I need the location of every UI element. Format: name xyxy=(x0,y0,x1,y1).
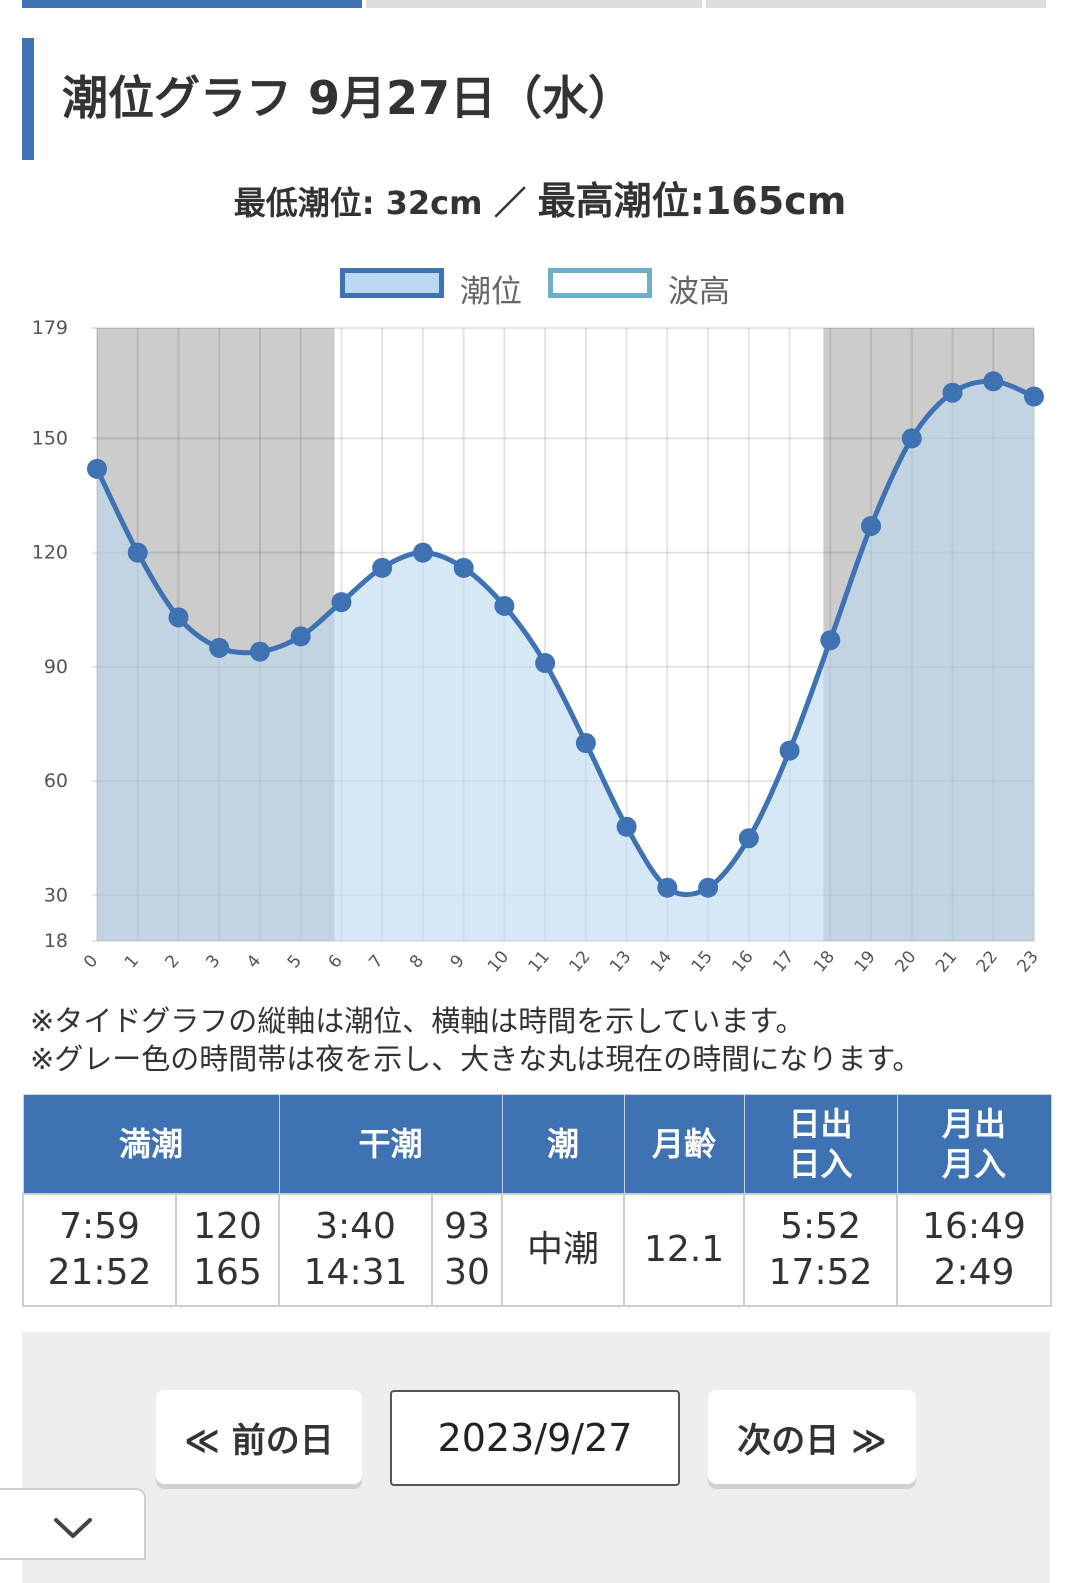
y-axis-labels: 18 30 60 90 120 150 179 xyxy=(32,317,68,952)
x-tick-label: 9 xyxy=(447,951,469,972)
tide-point-2 xyxy=(168,607,189,628)
y-tick-label: 30 xyxy=(44,884,68,906)
tide-point-15 xyxy=(698,877,719,898)
y-tick-label: 90 xyxy=(44,656,68,678)
header-low-tide: 干潮 xyxy=(278,1094,503,1195)
separator: ／ xyxy=(494,184,527,222)
tide-point-9 xyxy=(453,557,474,578)
tide-point-17 xyxy=(779,740,800,761)
x-tick-label: 22 xyxy=(973,947,1002,976)
x-tick-label: 18 xyxy=(810,947,839,976)
x-tick-label: 2 xyxy=(162,951,184,972)
y-tick-label: 120 xyxy=(32,542,68,564)
tide-point-5 xyxy=(290,626,311,647)
x-tick-label: 20 xyxy=(891,947,920,976)
x-tick-label: 5 xyxy=(284,951,306,972)
table-header-row: 満潮 干潮 潮 月齢 日出 日入 月出 月入 xyxy=(22,1094,1052,1195)
moon-age-value: 12.1 xyxy=(623,1193,746,1307)
high-tide-times: 7:59 21:52 xyxy=(22,1193,177,1307)
tide-point-22 xyxy=(983,371,1004,392)
tide-point-8 xyxy=(412,542,433,563)
top-tab-bar xyxy=(22,0,1056,10)
x-tick-label: 0 xyxy=(80,951,102,972)
tide-point-3 xyxy=(209,637,230,658)
x-tick-label: 3 xyxy=(202,951,224,972)
x-tick-label: 1 xyxy=(121,951,143,972)
tide-point-12 xyxy=(575,733,596,754)
x-tick-label: 8 xyxy=(406,951,428,972)
tide-point-11 xyxy=(535,653,556,674)
x-tick-label: 11 xyxy=(525,947,554,976)
tide-point-14 xyxy=(657,877,678,898)
chart-legend: 潮位 波高 xyxy=(0,264,1080,310)
legend-tide-label[interactable]: 潮位 xyxy=(460,274,522,310)
tide-point-4 xyxy=(249,641,270,662)
high-tide-levels: 120 165 xyxy=(174,1193,281,1307)
chart-note-1: ※タイドグラフの縦軸は潮位、横軸は時間を示しています。 xyxy=(30,1004,805,1038)
date-display[interactable]: 2023/9/27 xyxy=(390,1390,680,1486)
chevron-down-icon xyxy=(54,1518,92,1538)
next-day-button[interactable]: 次の日 ≫ xyxy=(708,1390,916,1484)
moon-times: 16:49 2:49 xyxy=(896,1193,1053,1307)
x-tick-label: 13 xyxy=(606,947,635,976)
x-tick-label: 19 xyxy=(851,947,880,976)
x-tick-label: 14 xyxy=(647,947,676,976)
tab-inactive-1[interactable] xyxy=(366,0,702,8)
tide-point-6 xyxy=(331,592,352,613)
tab-inactive-2[interactable] xyxy=(706,0,1046,8)
tide-point-23 xyxy=(1024,386,1044,407)
tab-active-indicator[interactable] xyxy=(22,0,362,8)
y-tick-label: 60 xyxy=(44,770,68,792)
tide-point-16 xyxy=(738,828,759,849)
header-moonrise-moonset: 月出 月入 xyxy=(896,1094,1052,1195)
collapse-toggle-button[interactable] xyxy=(0,1488,146,1560)
low-tide-times: 3:40 14:31 xyxy=(278,1193,434,1307)
low-tide-levels: 93 30 xyxy=(431,1193,504,1307)
x-axis-labels: 0 1 2 3 4 5 6 7 8 9 10 11 12 13 14 15 16 17 18 19 20 21 22 23 xyxy=(80,947,1043,976)
tide-point-18 xyxy=(820,630,841,651)
y-tick-label: 18 xyxy=(44,930,68,952)
tide-point-7 xyxy=(372,557,393,578)
y-tick-label: 150 xyxy=(32,427,68,449)
tide-point-0 xyxy=(87,458,107,479)
header-sunrise-sunset: 日出 日入 xyxy=(743,1094,898,1195)
tide-area-fill xyxy=(97,381,1034,941)
x-tick-label: 16 xyxy=(728,947,757,976)
tide-point-1 xyxy=(127,542,148,563)
legend-wave-label[interactable]: 波高 xyxy=(668,274,730,310)
x-tick-label: 10 xyxy=(484,947,513,976)
x-tick-label: 23 xyxy=(1014,947,1043,976)
chart-note-2: ※グレー色の時間帯は夜を示し、大きな丸は現在の時間になります。 xyxy=(30,1042,922,1076)
tide-info-table: 満潮 干潮 潮 月齢 日出 日入 月出 月入 7:59 21:52 120 16… xyxy=(22,1094,1053,1307)
tide-type-value: 中潮 xyxy=(501,1193,626,1307)
x-tick-label: 21 xyxy=(932,947,961,976)
min-tide-label: 最低潮位: 32cm xyxy=(233,184,483,222)
page-title: 潮位グラフ 9月27日（水） xyxy=(62,71,635,125)
max-tide-label: 最高潮位:165cm xyxy=(537,179,847,223)
tide-point-13 xyxy=(616,816,637,837)
tide-point-10 xyxy=(494,595,515,616)
prev-day-button[interactable]: ≪ 前の日 xyxy=(156,1390,362,1484)
header-moon-age: 月齢 xyxy=(623,1094,745,1195)
title-accent-bar xyxy=(22,38,34,160)
header-tide-type: 潮 xyxy=(501,1094,625,1195)
header-high-tide: 満潮 xyxy=(22,1094,280,1195)
tide-point-21 xyxy=(942,382,963,403)
x-tick-label: 4 xyxy=(243,951,265,972)
x-tick-label: 17 xyxy=(769,947,798,976)
x-tick-label: 6 xyxy=(324,951,346,972)
x-tick-label: 12 xyxy=(565,947,594,976)
legend-wave-swatch[interactable] xyxy=(548,268,652,298)
sun-times: 5:52 17:52 xyxy=(743,1193,899,1307)
tide-point-20 xyxy=(901,428,922,449)
tide-points xyxy=(87,371,1044,898)
tide-range-summary: 最低潮位: 32cm ／ 最高潮位:165cm xyxy=(0,170,1080,225)
legend-tide-swatch[interactable] xyxy=(340,268,444,298)
x-tick-label: 7 xyxy=(365,951,387,972)
tide-point-19 xyxy=(861,515,882,536)
table-row: 7:59 21:52 120 165 3:40 14:31 93 30 中潮 1… xyxy=(22,1193,1053,1307)
x-tick-label: 15 xyxy=(688,947,717,976)
y-tick-label: 179 xyxy=(32,317,68,339)
